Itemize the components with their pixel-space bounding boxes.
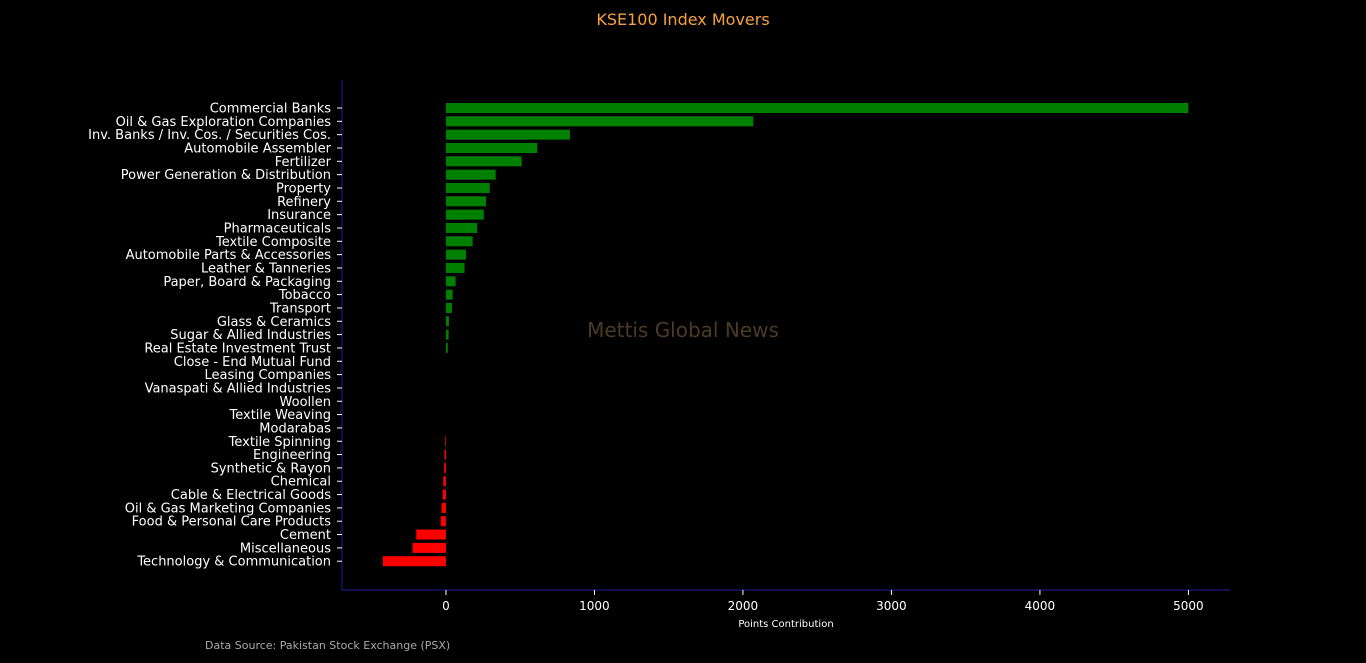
y-tick-label: Miscellaneous — [240, 541, 331, 556]
bar — [445, 276, 456, 287]
y-tick-label: Textile Weaving — [229, 408, 332, 423]
y-tick-label: Tobacco — [278, 288, 331, 303]
y-tick-label: Cable & Electrical Goods — [171, 488, 331, 503]
bar — [445, 302, 452, 313]
bar — [445, 142, 538, 153]
y-tick-label: Synthetic & Rayon — [211, 461, 331, 476]
x-tick-label: 5000 — [1173, 599, 1204, 613]
y-tick-label: Fertilizer — [275, 155, 332, 170]
y-tick-label: Leather & Tanneries — [201, 261, 331, 276]
bar — [416, 529, 446, 540]
bar — [444, 449, 446, 460]
y-tick-label: Power Generation & Distribution — [121, 168, 331, 183]
y-tick-label: Technology & Communication — [136, 555, 331, 570]
y-tick-label: Cement — [280, 528, 331, 543]
x-tick-label: 4000 — [1025, 599, 1056, 613]
y-tick-label: Chemical — [271, 475, 331, 490]
bar — [445, 196, 487, 207]
bar — [444, 462, 446, 473]
bar — [445, 209, 484, 220]
watermark-text: Mettis Global News — [587, 318, 779, 342]
y-tick-label: Automobile Assembler — [184, 141, 331, 156]
y-tick-label: Oil & Gas Marketing Companies — [125, 501, 331, 516]
y-tick-label: Pharmaceuticals — [224, 221, 332, 236]
bar — [445, 129, 570, 140]
y-tick-label: Vanaspati & Allied Industries — [145, 381, 332, 396]
y-tick-label: Leasing Companies — [204, 368, 331, 383]
y-tick-label: Transport — [269, 301, 331, 316]
y-tick-label: Insurance — [267, 208, 331, 223]
y-tick-label: Food & Personal Care Products — [132, 515, 332, 530]
bar — [445, 222, 478, 233]
x-tick-label: 0 — [442, 599, 450, 613]
y-tick-label: Oil & Gas Exploration Companies — [116, 115, 332, 130]
y-tick-label: Refinery — [277, 195, 331, 210]
bar — [382, 556, 446, 567]
y-tick-label: Modarabas — [259, 421, 331, 436]
x-tick-label: 1000 — [579, 599, 610, 613]
bar — [445, 156, 522, 167]
y-tick-label: Commercial Banks — [210, 102, 332, 117]
y-tick-label: Sugar & Allied Industries — [170, 328, 331, 343]
bar — [445, 103, 1189, 113]
y-tick-label: Textile Spinning — [228, 435, 331, 450]
bar — [445, 262, 465, 273]
bar — [445, 249, 466, 260]
bar — [442, 489, 446, 500]
y-tick-label: Glass & Ceramics — [217, 315, 331, 330]
bar — [445, 116, 754, 127]
y-tick-label: Inv. Banks / Inv. Cos. / Securities Cos. — [88, 128, 331, 143]
y-tick-label: Woollen — [280, 395, 331, 410]
bar — [445, 316, 449, 327]
y-tick-label: Automobile Parts & Accessories — [126, 248, 332, 263]
x-tick-label: 3000 — [876, 599, 907, 613]
y-tick-label: Real Estate Investment Trust — [144, 341, 331, 356]
bar — [440, 516, 446, 527]
y-tick-label: Close - End Mutual Fund — [174, 355, 331, 370]
bar — [445, 182, 490, 193]
y-tick-label: Property — [276, 181, 331, 196]
bar — [412, 542, 446, 553]
y-tick-label: Textile Composite — [215, 235, 331, 250]
bar — [445, 289, 453, 300]
x-tick-label: 2000 — [728, 599, 759, 613]
y-tick-label: Paper, Board & Packaging — [163, 275, 331, 290]
bar — [445, 342, 448, 353]
bar — [445, 236, 473, 247]
x-axis-label: Points Contribution — [738, 619, 833, 630]
bar — [443, 476, 446, 487]
data-source-note: Data Source: Pakistan Stock Exchange (PS… — [205, 639, 451, 652]
bar — [445, 169, 496, 180]
bar — [445, 436, 446, 447]
bar — [445, 329, 449, 340]
bar — [441, 502, 446, 513]
chart-title: KSE100 Index Movers — [596, 10, 770, 29]
y-tick-label: Engineering — [253, 448, 331, 463]
